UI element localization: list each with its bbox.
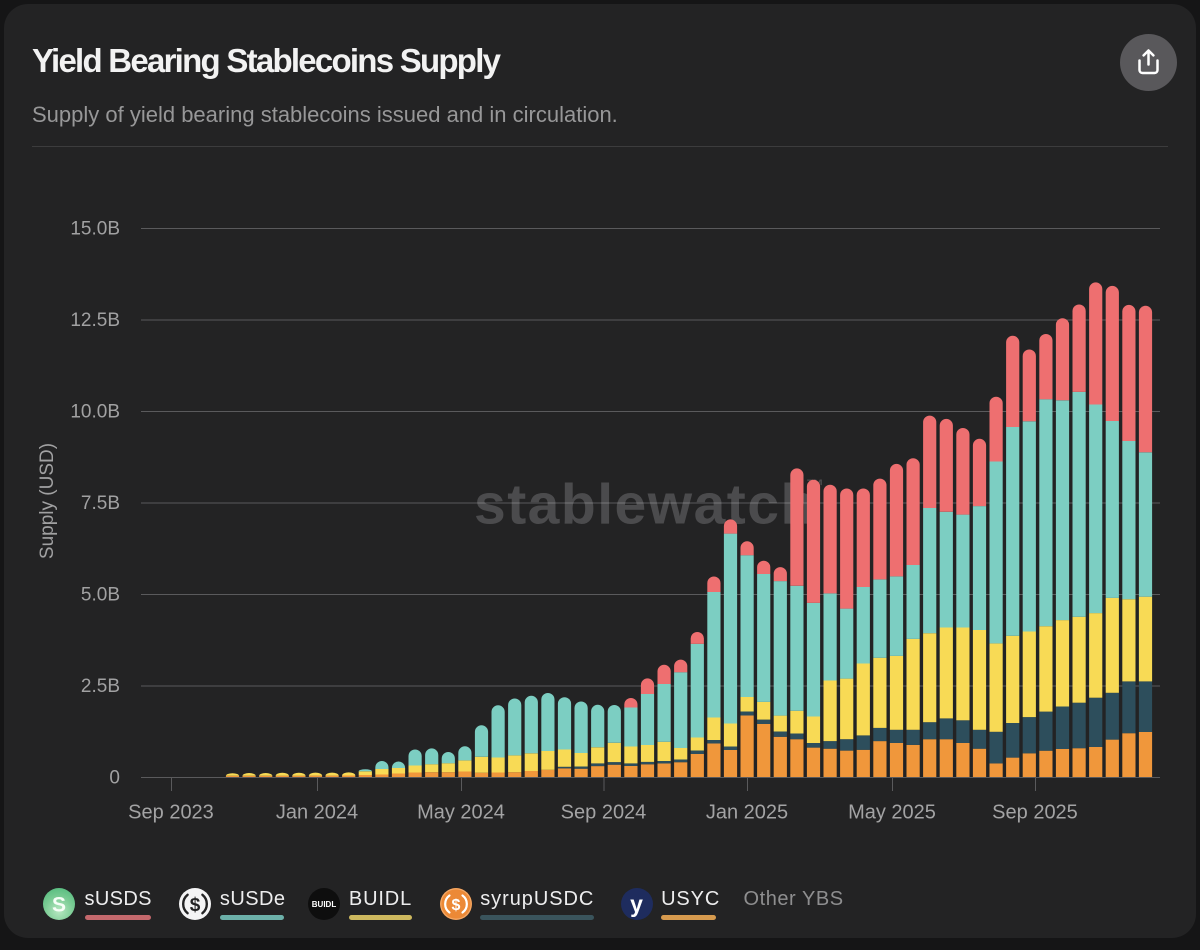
svg-text:Sep 2023: Sep 2023 [128, 802, 214, 824]
svg-text:Sep 2024: Sep 2024 [561, 802, 647, 824]
svg-text:S: S [51, 893, 65, 916]
svg-text:Supply (USD): Supply (USD) [37, 443, 58, 559]
svg-text:Sep 2025: Sep 2025 [992, 802, 1078, 824]
svg-text:BUIDL: BUIDL [311, 900, 336, 909]
svg-text:$: $ [452, 897, 461, 914]
svg-text:12.5B: 12.5B [70, 310, 120, 331]
svg-text:Jan 2025: Jan 2025 [706, 802, 788, 824]
svg-text:2.5B: 2.5B [81, 676, 120, 697]
svg-text:stablewatch: stablewatch [474, 473, 817, 537]
svg-text:7.5B: 7.5B [81, 493, 120, 514]
svg-text:10.0B: 10.0B [70, 402, 120, 423]
svg-text:Jan 2024: Jan 2024 [276, 802, 358, 824]
svg-text:$: $ [189, 895, 200, 916]
svg-text:5.0B: 5.0B [81, 585, 120, 606]
svg-text:May 2024: May 2024 [417, 802, 505, 824]
svg-text:0: 0 [109, 768, 120, 789]
svg-text:15.0B: 15.0B [70, 219, 120, 240]
svg-text:May 2025: May 2025 [848, 802, 936, 824]
svg-text:y: y [630, 891, 643, 917]
